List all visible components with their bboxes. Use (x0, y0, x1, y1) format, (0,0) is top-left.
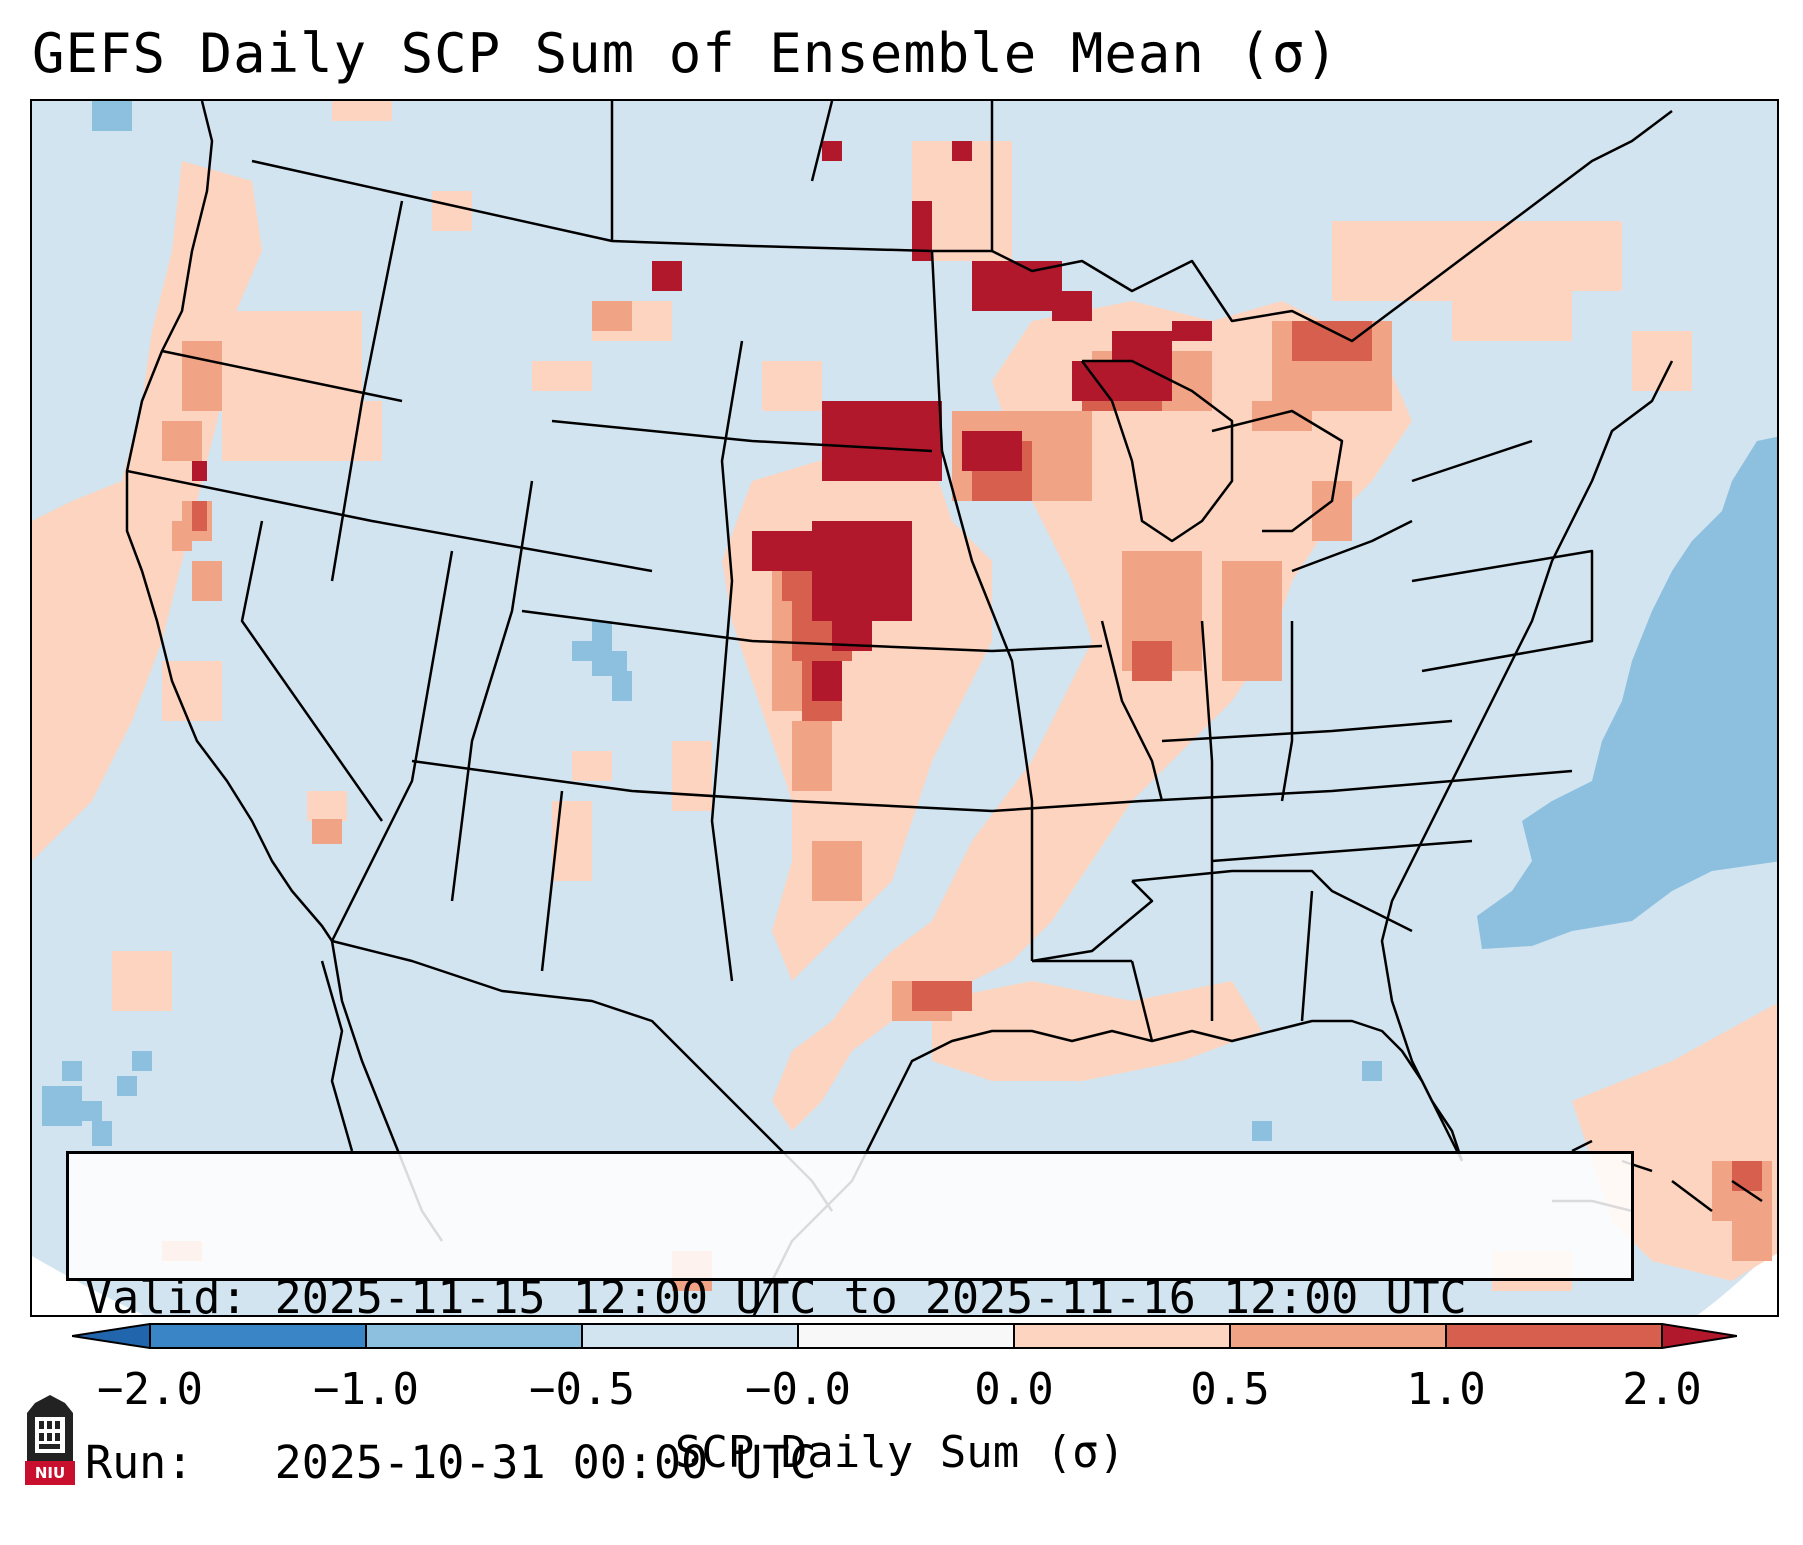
colorbar-tick: −0.0 (745, 1364, 851, 1415)
colorbar-segment-6 (1230, 1324, 1446, 1348)
colorbar-segment-4 (798, 1324, 1014, 1348)
colorbar-tick: −0.5 (529, 1364, 635, 1415)
valid-run-info-box: Valid: 2025-11-15 12:00 UTC to 2025-11-1… (66, 1151, 1634, 1489)
colorbar-segment-2 (366, 1324, 582, 1348)
us-canada-border (251, 159, 992, 253)
lake-ontario (1411, 439, 1533, 483)
shading-negative-misc (42, 101, 1382, 1146)
domain-edge (32, 1256, 144, 1315)
shading-positive-extreme (192, 141, 1212, 701)
niu-logo (25, 1395, 75, 1485)
valid-label: Valid: (85, 1271, 248, 1324)
atlantic-coastline (1380, 360, 1674, 1162)
lake-huron (1211, 409, 1344, 533)
colorbar-tick: 1.0 (1406, 1364, 1486, 1415)
lake-michigan (1081, 359, 1234, 543)
run-value: 2025-10-31 00:00 UTC (274, 1436, 817, 1489)
colorbar-label: SCP Daily Sum (σ) (674, 1427, 1126, 1478)
colorbar-segment-5 (1014, 1324, 1230, 1348)
colorbar-extend-high (1661, 1323, 1737, 1349)
colorbar-segment-1 (150, 1324, 366, 1348)
boundaries (125, 101, 1763, 1315)
run-label: Run: (85, 1436, 194, 1489)
logo-text: NIU (34, 1464, 66, 1482)
valid-value: 2025-11-15 12:00 UTC to 2025-11-16 12:00… (274, 1271, 1467, 1324)
colorbar-tick: 0.0 (974, 1364, 1054, 1415)
pacific-coastline (125, 101, 334, 942)
great-lakes-shore (991, 110, 1673, 343)
map-canvas (32, 101, 1777, 1315)
colorbar-tick: 2.0 (1622, 1364, 1702, 1415)
colorbar-extend-low (72, 1323, 151, 1349)
chart-title: GEFS Daily SCP Sum of Ensemble Mean (σ) (32, 22, 1339, 85)
colorbar-tick: 0.5 (1190, 1364, 1270, 1415)
shading-negative-atlantic (1477, 436, 1777, 949)
colorbar (72, 1323, 1737, 1349)
lake-erie (1291, 519, 1413, 573)
map-panel (30, 99, 1779, 1317)
colorbar-segment-7 (1446, 1324, 1662, 1348)
colorbar-tick: −1.0 (313, 1364, 419, 1415)
colorbar-segment-3 (582, 1324, 798, 1348)
colorbar-tick: −2.0 (97, 1364, 203, 1415)
